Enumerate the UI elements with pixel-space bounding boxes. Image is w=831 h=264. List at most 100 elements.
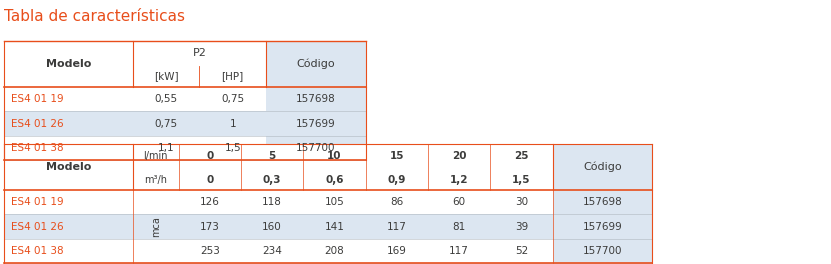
Text: ES4 01 19: ES4 01 19 — [11, 197, 63, 207]
Text: 126: 126 — [200, 197, 219, 207]
Text: 1,1: 1,1 — [158, 143, 175, 153]
Text: 52: 52 — [515, 246, 528, 256]
Text: 15: 15 — [390, 152, 404, 161]
Bar — [4, 87, 266, 111]
Bar — [179, 144, 241, 169]
Text: 105: 105 — [325, 197, 344, 207]
Bar — [241, 190, 303, 214]
Text: 208: 208 — [325, 246, 344, 256]
Text: 118: 118 — [263, 197, 282, 207]
Bar — [553, 144, 652, 190]
Bar — [553, 239, 652, 263]
Text: 117: 117 — [387, 221, 406, 232]
Bar — [179, 239, 241, 263]
Bar — [428, 214, 490, 239]
Bar — [4, 190, 133, 214]
Text: 5: 5 — [268, 152, 276, 161]
Text: 20: 20 — [452, 152, 466, 161]
Text: 1,2: 1,2 — [450, 175, 469, 185]
Bar — [490, 190, 553, 214]
Text: [kW]: [kW] — [154, 72, 179, 82]
Text: ES4 01 26: ES4 01 26 — [11, 221, 63, 232]
Bar — [266, 41, 366, 87]
Bar — [303, 190, 366, 214]
Bar — [199, 66, 266, 87]
Text: Modelo: Modelo — [46, 59, 91, 69]
Bar — [4, 239, 133, 263]
Bar — [133, 169, 179, 190]
Text: 86: 86 — [391, 197, 403, 207]
Text: 30: 30 — [515, 197, 528, 207]
Bar — [303, 169, 366, 190]
Bar — [366, 239, 428, 263]
Text: 0,6: 0,6 — [325, 175, 344, 185]
Text: 0,3: 0,3 — [263, 175, 282, 185]
Text: 0,75: 0,75 — [155, 119, 178, 129]
Bar — [133, 214, 179, 239]
Text: 1,5: 1,5 — [224, 143, 241, 153]
Text: 39: 39 — [515, 221, 528, 232]
Text: Código: Código — [297, 59, 335, 69]
Bar — [241, 239, 303, 263]
Text: 141: 141 — [325, 221, 344, 232]
Text: 169: 169 — [387, 246, 406, 256]
Bar — [490, 169, 553, 190]
Bar — [241, 169, 303, 190]
Text: 117: 117 — [450, 246, 469, 256]
Bar — [366, 169, 428, 190]
Bar — [133, 66, 199, 87]
Bar — [266, 87, 366, 111]
Text: ES4 01 38: ES4 01 38 — [11, 246, 63, 256]
Text: 173: 173 — [200, 221, 219, 232]
Text: Tabla de características: Tabla de características — [4, 9, 185, 24]
Text: 0,75: 0,75 — [221, 94, 244, 104]
Bar — [428, 169, 490, 190]
Text: 253: 253 — [200, 246, 219, 256]
Text: 160: 160 — [263, 221, 282, 232]
Bar — [179, 169, 241, 190]
Bar — [133, 144, 179, 169]
Text: ES4 01 38: ES4 01 38 — [11, 143, 63, 153]
Bar — [553, 214, 652, 239]
Bar — [303, 144, 366, 169]
Text: 60: 60 — [453, 197, 465, 207]
Bar — [428, 190, 490, 214]
Text: 157699: 157699 — [296, 119, 336, 129]
Text: 0: 0 — [206, 175, 214, 185]
Text: ES4 01 26: ES4 01 26 — [11, 119, 63, 129]
Text: ES4 01 19: ES4 01 19 — [11, 94, 63, 104]
Text: 1: 1 — [229, 119, 236, 129]
Bar — [303, 239, 366, 263]
Bar — [366, 214, 428, 239]
Text: 157698: 157698 — [296, 94, 336, 104]
Bar — [490, 214, 553, 239]
Text: Código: Código — [583, 162, 622, 172]
Text: 157700: 157700 — [583, 246, 622, 256]
Text: 0,55: 0,55 — [155, 94, 178, 104]
Text: 0,9: 0,9 — [387, 175, 406, 185]
Bar — [266, 111, 366, 136]
Bar — [241, 214, 303, 239]
Bar — [241, 144, 303, 169]
Bar — [490, 144, 553, 169]
Text: l/min: l/min — [144, 152, 168, 161]
Bar — [4, 111, 266, 136]
Bar — [4, 136, 266, 160]
Text: 1,5: 1,5 — [512, 175, 531, 185]
Text: 10: 10 — [327, 152, 342, 161]
Bar — [179, 214, 241, 239]
Bar — [133, 190, 179, 214]
Bar — [553, 190, 652, 214]
Text: 157699: 157699 — [583, 221, 622, 232]
Bar — [179, 190, 241, 214]
Bar — [366, 144, 428, 169]
Text: [HP]: [HP] — [222, 72, 243, 82]
Bar — [266, 136, 366, 160]
Bar — [4, 41, 133, 87]
Text: Modelo: Modelo — [46, 162, 91, 172]
Bar — [490, 239, 553, 263]
Text: 234: 234 — [263, 246, 282, 256]
Bar — [366, 190, 428, 214]
Text: 81: 81 — [453, 221, 465, 232]
Text: 157700: 157700 — [296, 143, 336, 153]
